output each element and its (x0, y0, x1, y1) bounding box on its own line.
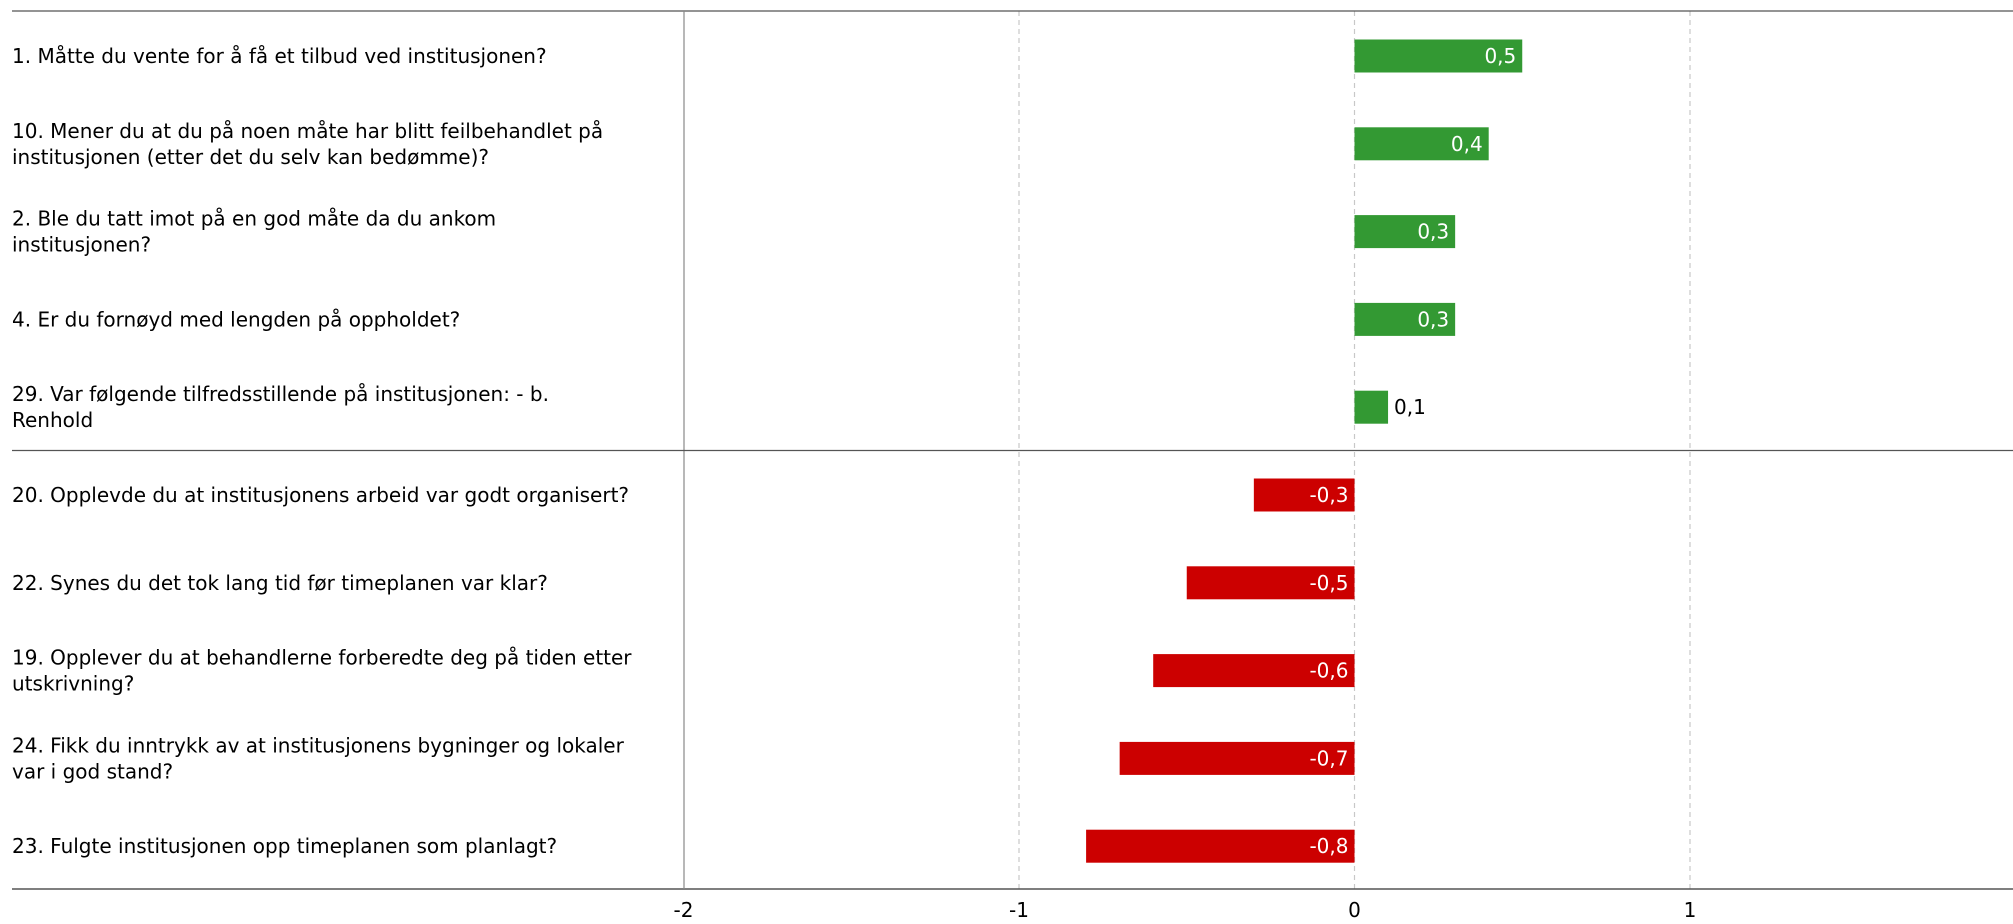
category-label-1-0: 20. Opplevde du at institusjonens arbeid… (12, 483, 629, 507)
data-label-0-4: 0,1 (1394, 395, 1426, 419)
data-label-1-3: -0,7 (1309, 746, 1348, 770)
data-label-0-2: 0,3 (1417, 220, 1449, 244)
category-label-0-0: 1. Måtte du vente for å få et tilbud ved… (12, 44, 547, 68)
category-label-1-2: 19. Opplever du at behandlerne forberedt… (12, 646, 632, 696)
bar-0-4 (1354, 390, 1389, 424)
data-label-0-0: 0,5 (1484, 44, 1516, 68)
category-label-1-4: 23. Fulgte institusjonen opp timeplanen … (12, 834, 557, 858)
bar-0-0 (1354, 39, 1523, 73)
category-label-1-3: 24. Fikk du inntrykk av at institusjonen… (12, 733, 625, 783)
x-tick-label-1: -1 (1009, 898, 1029, 922)
bar-1-0 (1253, 478, 1355, 512)
bar-0-1 (1354, 127, 1489, 161)
x-tick-label-0: -2 (674, 898, 694, 922)
bar-0-3 (1354, 302, 1456, 336)
data-label-0-3: 0,3 (1417, 307, 1449, 331)
x-tick-label-3: 1 (1684, 898, 1697, 922)
bar-0-2 (1354, 215, 1456, 249)
category-label-1-1: 22. Synes du det tok lang tid før timepl… (12, 571, 548, 595)
bar-1-2 (1153, 654, 1355, 688)
data-label-0-1: 0,4 (1451, 132, 1483, 156)
data-label-1-2: -0,6 (1309, 659, 1348, 683)
data-label-1-1: -0,5 (1309, 571, 1348, 595)
data-label-1-4: -0,8 (1309, 834, 1348, 858)
bar-1-4 (1086, 829, 1355, 863)
data-label-1-0: -0,3 (1309, 483, 1348, 507)
bar-1-1 (1186, 566, 1355, 600)
category-label-0-3: 4. Er du fornøyd med lengden på oppholde… (12, 307, 460, 331)
x-tick-label-2: 0 (1348, 898, 1361, 922)
category-label-0-4: 29. Var følgende tilfredsstillende på in… (12, 382, 549, 432)
bar-1-3 (1119, 741, 1355, 775)
category-label-0-1: 10. Mener du at du på noen måte har blit… (12, 119, 603, 169)
category-label-0-2: 2. Ble du tatt imot på en god måte da du… (12, 207, 496, 257)
